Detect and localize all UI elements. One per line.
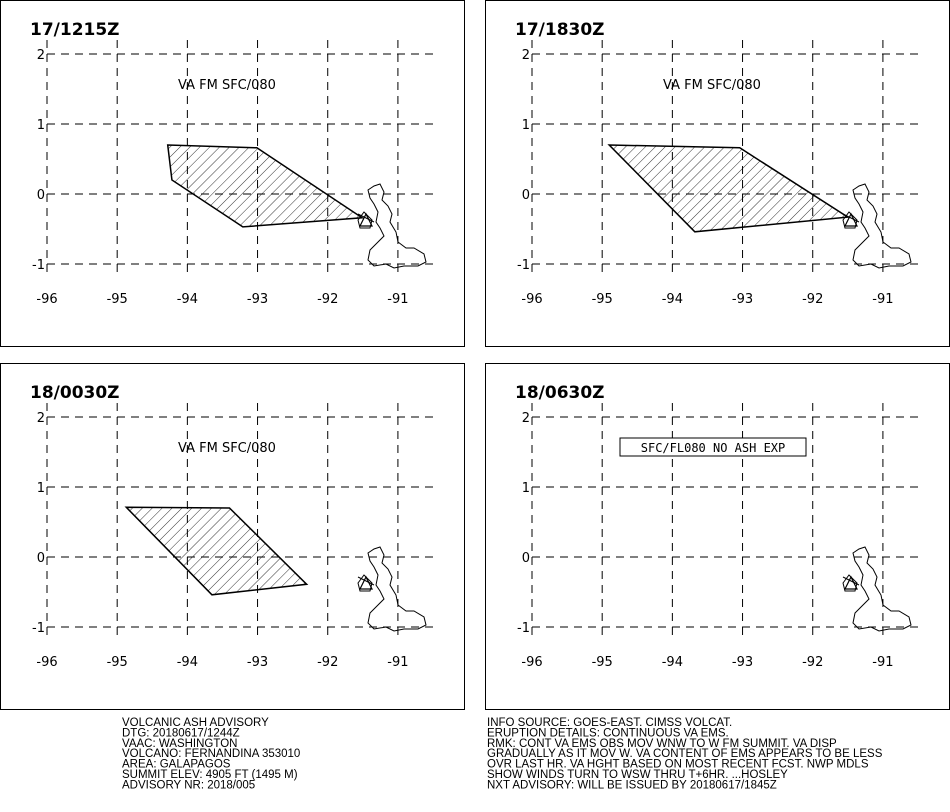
x-tick-label: -96 [36, 655, 57, 670]
y-tick-label: -1 [517, 258, 530, 273]
map-panel: -96 -95 -94 -93 -92 -91 2 1 0 -1 17/1830Z VA FM SFC… [485, 0, 950, 347]
annotation-box [619, 437, 807, 457]
x-tick-label: -93 [732, 655, 753, 670]
islands [842, 183, 912, 269]
y-tick-label: 2 [522, 411, 530, 426]
annotation: SFC/FL080 NO ASH EXP [641, 441, 786, 455]
footer-line: NXT ADVISORY: WILL BE ISSUED BY 20180617… [487, 779, 777, 791]
y-tick-label: 2 [37, 48, 45, 63]
footer-line: ADVISORY NR: 2018/005 [122, 779, 255, 791]
y-tick-label: 1 [522, 481, 530, 496]
footer-line: VOLCANIC ASH ADVISORY [122, 717, 269, 729]
x-tick-label: -96 [521, 655, 542, 670]
y-tick-label: 2 [37, 411, 45, 426]
annotation: VA FM SFC/080 [178, 441, 276, 456]
y-tick-label: 1 [37, 118, 45, 133]
y-tick-label: 0 [37, 551, 45, 566]
islands [357, 546, 427, 632]
y-tick-label: 1 [37, 481, 45, 496]
footer-line: VOLCANO: FERNANDINA 353010 [122, 748, 300, 760]
panel-frame [0, 363, 465, 710]
footer-line: INFO SOURCE: GOES-EAST. CIMSS VOLCAT. [487, 717, 732, 729]
y-tick-label: 0 [522, 188, 530, 203]
x-tick-label: -95 [107, 292, 128, 307]
y-tick-label: -1 [517, 621, 530, 636]
x-tick-label: -93 [732, 292, 753, 307]
valid-time: 17/1215Z [30, 20, 120, 40]
x-tick-label: -92 [802, 292, 823, 307]
x-tick-label: -91 [387, 655, 408, 670]
x-tick-label: -96 [36, 292, 57, 307]
x-tick-label: -91 [387, 292, 408, 307]
x-tick-label: -95 [592, 292, 613, 307]
y-tick-label: 1 [522, 118, 530, 133]
valid-time: 18/0030Z [30, 383, 120, 403]
ash-area [166, 144, 365, 228]
y-tick-label: 0 [522, 551, 530, 566]
footer-line: AREA: GALAPAGOS [122, 759, 231, 771]
x-tick-label: -94 [177, 292, 198, 307]
x-tick-label: -94 [662, 655, 683, 670]
ash-area [124, 506, 309, 596]
y-tick-label: 2 [522, 48, 530, 63]
x-tick-label: -95 [107, 655, 128, 670]
islands [842, 546, 912, 632]
x-tick-label: -92 [802, 655, 823, 670]
valid-time: 18/0630Z [515, 383, 605, 403]
map-panel: -96 -95 -94 -93 -92 -91 2 1 0 -1 17/1215Z VA FM SFC… [0, 0, 465, 347]
x-tick-label: -95 [592, 655, 613, 670]
x-tick-label: -93 [247, 655, 268, 670]
x-tick-label: -93 [247, 292, 268, 307]
y-tick-label: -1 [32, 621, 45, 636]
x-tick-label: -92 [317, 655, 338, 670]
x-tick-label: -94 [177, 655, 198, 670]
footer-line: VAAC: WASHINGTON [122, 738, 237, 750]
valid-time: 17/1830Z [515, 20, 605, 40]
y-tick-label: 0 [37, 188, 45, 203]
footer-line: SHOW WINDS TURN TO WSW THRU T+6HR. ...HO… [487, 769, 788, 781]
annotation: VA FM SFC/080 [663, 78, 761, 93]
x-tick-label: -92 [317, 292, 338, 307]
x-tick-label: -91 [872, 292, 893, 307]
footer-line: DTG: 20180617/1244Z [122, 727, 240, 739]
panel-frame [0, 0, 465, 347]
map-panel: -96 -95 -94 -93 -92 -91 2 1 0 -1 18/0030Z VA FM SFC… [0, 363, 465, 710]
islands [357, 183, 427, 269]
footer-line: OVR LAST HR. VA HGHT BASED ON MOST RECEN… [487, 759, 869, 771]
x-tick-label: -91 [872, 655, 893, 670]
footer-line: RMK: CONT VA EMS OBS MOV WNW TO W FM SUM… [487, 738, 837, 750]
y-tick-label: -1 [32, 258, 45, 273]
annotation: VA FM SFC/080 [178, 78, 276, 93]
footer-line: GRADUALLY AS IT MOV W. VA CONTENT OF EMS… [487, 748, 883, 760]
ash-area [607, 144, 851, 233]
footer-line: SUMMIT ELEV: 4905 FT (1495 M) [122, 769, 298, 781]
x-tick-label: -94 [662, 292, 683, 307]
map-panel: -96 -95 -94 -93 -92 -91 2 1 0 -1 18/0630Z SFC/FL080… [485, 363, 950, 710]
footer-line: ERUPTION DETAILS: CONTINUOUS VA EMS. [487, 727, 729, 739]
x-tick-label: -96 [521, 292, 542, 307]
